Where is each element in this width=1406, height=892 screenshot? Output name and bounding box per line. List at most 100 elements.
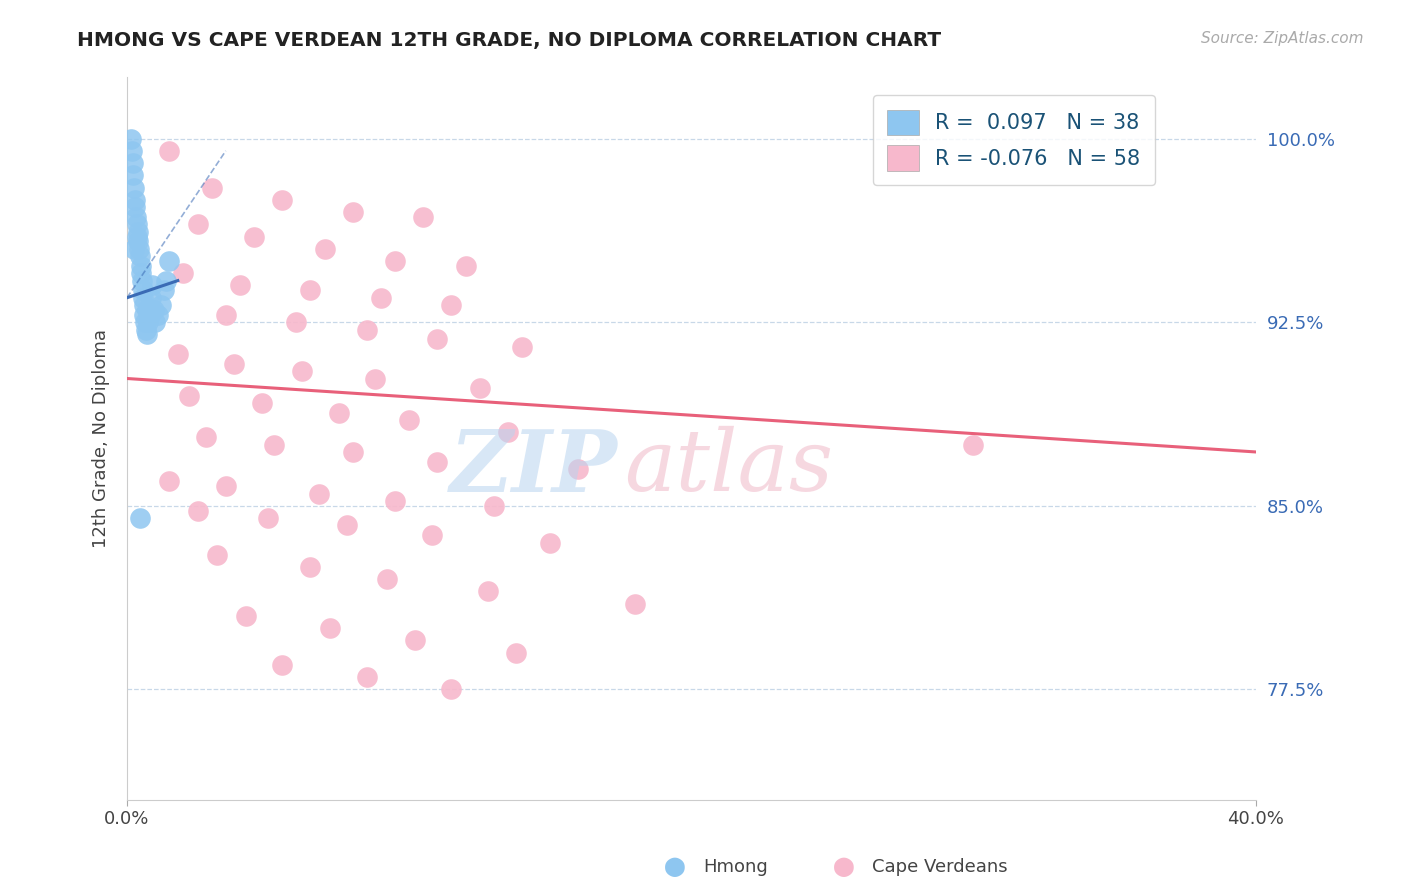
Point — [143, 315, 166, 329]
Point — [155, 274, 177, 288]
Point — [505, 646, 527, 660]
Point — [440, 682, 463, 697]
Point — [135, 327, 157, 342]
Point — [257, 511, 280, 525]
Point — [131, 284, 153, 298]
Point — [384, 254, 406, 268]
Point — [136, 315, 159, 329]
Point — [271, 657, 294, 672]
Point — [404, 633, 426, 648]
Text: atlas: atlas — [624, 426, 832, 508]
Text: HMONG VS CAPE VERDEAN 12TH GRADE, NO DIPLOMA CORRELATION CHART: HMONG VS CAPE VERDEAN 12TH GRADE, NO DIP… — [77, 31, 942, 50]
Point — [215, 308, 238, 322]
Text: ⬤: ⬤ — [832, 857, 855, 877]
Point — [127, 225, 149, 239]
Point — [342, 445, 364, 459]
Point — [125, 229, 148, 244]
Point — [285, 315, 308, 329]
Text: Hmong: Hmong — [703, 858, 768, 876]
Point — [384, 494, 406, 508]
Point — [496, 425, 519, 440]
Point — [141, 278, 163, 293]
Point — [468, 381, 491, 395]
Point — [207, 548, 229, 562]
Text: ⬤: ⬤ — [664, 857, 686, 877]
Point — [138, 308, 160, 322]
Point — [124, 200, 146, 214]
Point — [157, 254, 180, 268]
Point — [122, 169, 145, 183]
Point — [477, 584, 499, 599]
Point — [624, 597, 647, 611]
Point — [128, 249, 150, 263]
Point — [336, 518, 359, 533]
Point — [314, 242, 336, 256]
Point — [510, 340, 533, 354]
Point — [454, 259, 477, 273]
Text: ZIP: ZIP — [450, 425, 619, 509]
Point — [420, 528, 443, 542]
Point — [125, 210, 148, 224]
Point — [146, 308, 169, 322]
Point — [195, 430, 218, 444]
Point — [370, 291, 392, 305]
Point — [308, 486, 330, 500]
Text: Cape Verdeans: Cape Verdeans — [872, 858, 1007, 876]
Point — [166, 347, 188, 361]
Point — [426, 455, 449, 469]
Point — [131, 274, 153, 288]
Point — [398, 413, 420, 427]
Point — [299, 284, 322, 298]
Y-axis label: 12th Grade, No Diploma: 12th Grade, No Diploma — [93, 329, 110, 548]
Point — [134, 308, 156, 322]
Point — [375, 572, 398, 586]
Point — [128, 242, 150, 256]
Point — [299, 560, 322, 574]
Point — [962, 437, 984, 451]
Point — [235, 609, 257, 624]
Point — [412, 210, 434, 224]
Legend: R =  0.097   N = 38, R = -0.076   N = 58: R = 0.097 N = 38, R = -0.076 N = 58 — [873, 95, 1154, 186]
Point — [538, 535, 561, 549]
Point — [224, 357, 246, 371]
Point — [201, 180, 224, 194]
Point — [177, 389, 200, 403]
Point — [356, 322, 378, 336]
Point — [132, 298, 155, 312]
Point — [139, 291, 162, 305]
Point — [127, 235, 149, 249]
Point — [271, 193, 294, 207]
Point — [122, 242, 145, 256]
Point — [364, 371, 387, 385]
Point — [134, 315, 156, 329]
Point — [263, 437, 285, 451]
Point — [215, 479, 238, 493]
Point — [291, 364, 314, 378]
Point — [129, 259, 152, 273]
Point — [482, 499, 505, 513]
Point — [121, 156, 143, 170]
Point — [172, 266, 194, 280]
Point — [426, 332, 449, 346]
Point — [342, 205, 364, 219]
Point — [157, 144, 180, 158]
Point — [229, 278, 252, 293]
Point — [125, 217, 148, 231]
Point — [120, 131, 142, 145]
Point — [243, 229, 266, 244]
Point — [157, 475, 180, 489]
Point — [328, 406, 350, 420]
Text: Source: ZipAtlas.com: Source: ZipAtlas.com — [1201, 31, 1364, 46]
Point — [152, 284, 174, 298]
Point — [121, 144, 143, 158]
Point — [186, 504, 208, 518]
Point — [136, 303, 159, 318]
Point — [128, 511, 150, 525]
Point — [135, 322, 157, 336]
Point — [567, 462, 589, 476]
Point — [186, 217, 208, 231]
Point — [149, 298, 172, 312]
Point — [129, 266, 152, 280]
Point — [142, 303, 165, 318]
Point — [319, 621, 342, 635]
